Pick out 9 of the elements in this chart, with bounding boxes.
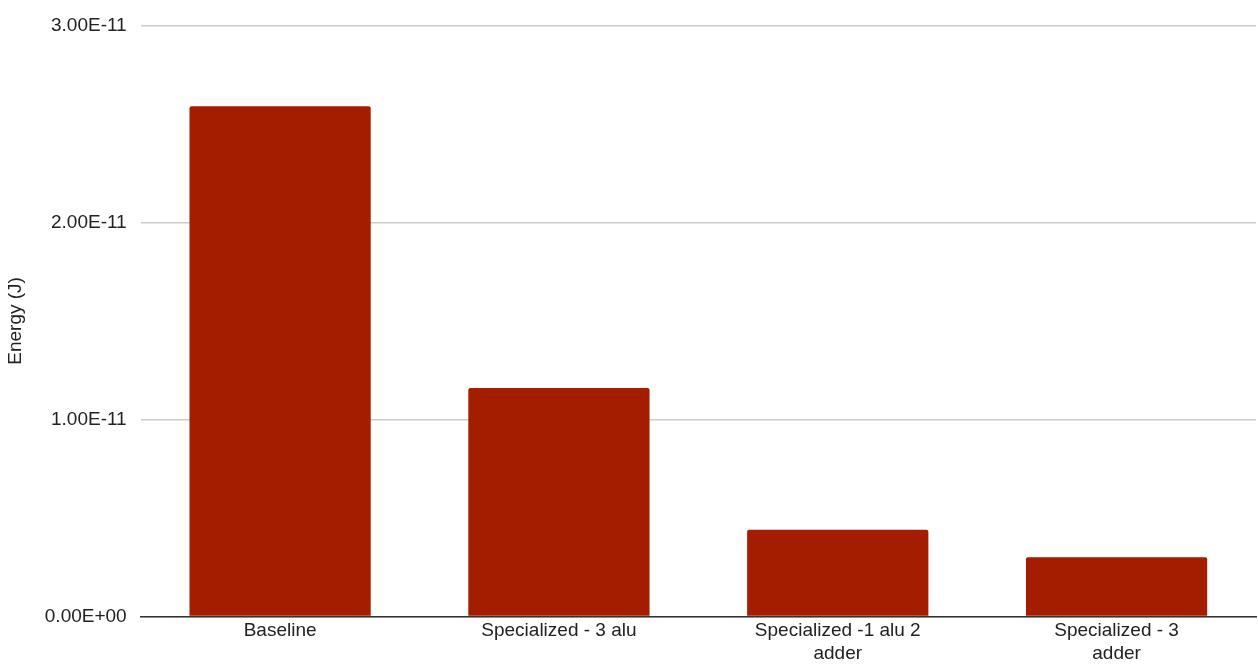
x-tick-label: Baseline [243,619,317,641]
y-axis-title: Energy (J) [3,277,25,365]
x-tick-label: Specialized - 3 adder [1054,619,1179,663]
y-tick-label: 1.00E-11 [50,407,127,429]
x-tick-label: Specialized - 3 alu [481,619,637,641]
y-tick-label: 2.00E-11 [50,210,127,232]
x-tick-label: Specialized -1 alu 2 adder [754,619,921,663]
y-tick-label: 3.00E-11 [50,13,127,35]
y-tick-label: 0.00E+00 [44,604,127,626]
